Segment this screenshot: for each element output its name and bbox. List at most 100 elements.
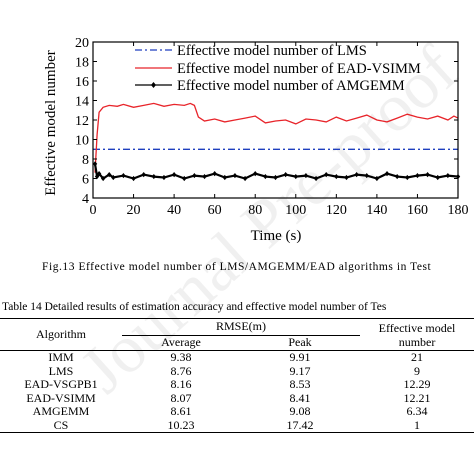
y-tick-label: 4 xyxy=(82,192,89,207)
cell-algorithm: AMGEMM xyxy=(32,404,90,418)
cell-peak: 17.42 xyxy=(240,418,361,433)
header-peak: Peak xyxy=(240,335,361,351)
header-effective-line2: number xyxy=(398,334,436,349)
cell-effective: 12.21 xyxy=(403,390,431,405)
series-point-2 xyxy=(415,172,420,179)
series-point-2 xyxy=(94,173,100,180)
cell-peak: 8.41 xyxy=(289,390,311,405)
series-point-2 xyxy=(111,174,116,181)
x-tick-label: 0 xyxy=(90,203,97,218)
series-point-2 xyxy=(435,174,440,181)
x-tick-label: 60 xyxy=(208,203,222,218)
series-point-2 xyxy=(273,174,278,181)
y-tick-label: 6 xyxy=(82,173,89,188)
series-point-2 xyxy=(171,172,177,178)
effective-model-number-chart: 0 20 40 60 80 100 120 140 160 180468101214161820 … xyxy=(43,36,469,244)
table-row: EAD-VSGPB1 8.16 8.53 12.29 xyxy=(0,377,474,392)
header-effective-model-number: Effective model number xyxy=(360,318,474,351)
y-tick-label: 20 xyxy=(75,36,89,51)
series-point-2 xyxy=(242,175,248,182)
header-effective-line1: Effective model xyxy=(378,320,456,335)
cell-algorithm: EAD-VSGPB1 xyxy=(24,377,98,391)
cell-peak: 9.17 xyxy=(289,363,311,378)
legend-label-1: Effective model number of EAD-VSIMM xyxy=(177,61,421,77)
series-point-2 xyxy=(425,172,430,178)
cell-algorithm: EAD-VSIMM xyxy=(26,390,96,405)
series-point-2 xyxy=(232,172,238,179)
series-point-2 xyxy=(121,172,126,179)
legend-label-0: Effective model number of LMS xyxy=(177,43,367,59)
series-point-2 xyxy=(394,173,400,180)
series-point-2 xyxy=(364,172,369,179)
series-point-2 xyxy=(344,174,349,181)
series-point-2 xyxy=(202,173,207,180)
x-tick-label: 160 xyxy=(407,203,428,218)
y-tick-label: 12 xyxy=(75,114,89,129)
x-tick-label: 20 xyxy=(127,203,141,218)
cell-algorithm: CS xyxy=(0,418,122,433)
legend-marker-2 xyxy=(151,82,156,88)
series-point-2 xyxy=(313,175,319,182)
series-point-2 xyxy=(192,172,197,179)
cell-average: 8.16 xyxy=(170,377,192,391)
series-point-2 xyxy=(107,172,112,178)
y-tick-label: 18 xyxy=(75,56,89,71)
cell-peak: 9.91 xyxy=(289,350,311,364)
table-caption: Table 14 Detailed results of estimation … xyxy=(2,301,387,313)
cell-average: 9.38 xyxy=(170,350,192,364)
series-point-2 xyxy=(445,172,451,179)
series-point-2 xyxy=(384,171,390,177)
figure-caption: Fig.13 Effective model number of LMS/AMG… xyxy=(42,261,432,273)
series-point-2 xyxy=(293,173,298,180)
cell-effective: 1 xyxy=(360,418,474,433)
y-tick-label: 10 xyxy=(75,134,89,149)
series-point-2 xyxy=(253,171,258,177)
cell-peak: 9.08 xyxy=(289,404,311,418)
x-tick-label: 40 xyxy=(167,203,181,218)
cell-algorithm: LMS xyxy=(48,363,74,378)
cell-algorithm: IMM xyxy=(48,350,74,364)
series-point-2 xyxy=(303,172,309,179)
cell-effective: 12.29 xyxy=(403,377,431,391)
table-row: EAD-VSIMM 8.07 8.41 12.21 xyxy=(0,390,474,406)
cell-peak: 8.53 xyxy=(289,377,311,391)
series-line-1 xyxy=(94,102,459,173)
series-point-2 xyxy=(405,174,410,181)
cell-effective: 21 xyxy=(411,350,424,364)
series-point-2 xyxy=(161,174,167,181)
header-rmse: RMSE(m) xyxy=(122,318,361,336)
series-point-2 xyxy=(323,172,329,178)
x-axis-label: Time (s) xyxy=(251,228,302,244)
series-point-2 xyxy=(131,175,136,182)
x-tick-label: 100 xyxy=(285,203,306,218)
x-tick-label: 120 xyxy=(326,203,347,218)
series-point-2 xyxy=(263,173,268,180)
cell-average: 8.76 xyxy=(170,363,192,378)
series-line-2 xyxy=(93,163,459,180)
x-tick-label: 140 xyxy=(366,203,387,218)
series-point-2 xyxy=(141,172,146,178)
table-row: IMM 9.38 9.91 21 xyxy=(0,350,474,365)
table-row: CS 10.23 17.42 1 xyxy=(0,418,474,433)
series-point-2 xyxy=(212,171,217,177)
series-point-2 xyxy=(354,172,359,178)
series-point-2 xyxy=(100,175,106,182)
series-point-2 xyxy=(283,172,288,178)
series-point-2 xyxy=(182,175,187,182)
series-point-2 xyxy=(151,173,157,180)
series-point-2 xyxy=(222,174,228,181)
table-row: LMS 8.76 9.17 9 xyxy=(0,363,474,379)
cell-effective: 6.34 xyxy=(406,404,428,418)
table-row: AMGEMM 8.61 9.08 6.34 xyxy=(0,404,474,419)
cell-average: 8.07 xyxy=(170,390,192,405)
cell-average: 8.61 xyxy=(170,404,192,418)
series-point-2 xyxy=(374,175,380,182)
y-tick-label: 16 xyxy=(75,75,89,90)
series-point-2 xyxy=(92,161,98,167)
cell-effective: 9 xyxy=(414,363,421,378)
series-point-2 xyxy=(96,171,102,177)
header-algorithm: Algorithm xyxy=(0,318,122,351)
results-table: Algorithm RMSE(m) Effective model number… xyxy=(0,318,474,433)
series-point-2 xyxy=(334,173,339,180)
y-axis-label: Effective model number xyxy=(43,50,59,196)
